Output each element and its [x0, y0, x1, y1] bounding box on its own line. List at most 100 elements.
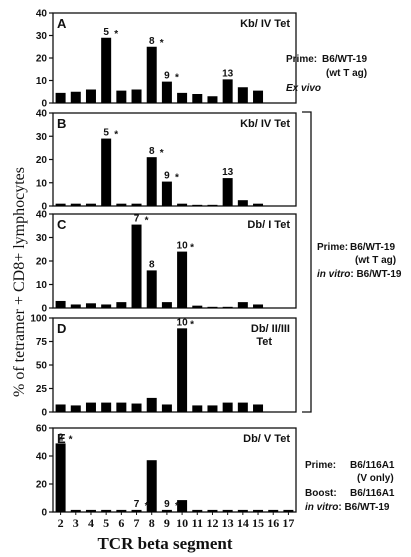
significance-star: * [175, 501, 179, 512]
bar-13 [222, 79, 233, 103]
bar-3 [70, 304, 81, 308]
bar-15 [253, 304, 264, 308]
bar-8 [146, 460, 157, 512]
data-label: 10 [177, 241, 189, 252]
x-tick-label: 9 [164, 516, 170, 530]
data-label: 9 [164, 71, 170, 82]
data-label: 13 [222, 167, 234, 178]
x-tick-label: 7 [134, 516, 140, 530]
bar-2 [55, 300, 66, 308]
panel-frame [52, 427, 297, 513]
data-label: 10 [177, 317, 189, 328]
bar-16 [268, 509, 279, 512]
note-a-prime-value: B6/WT-19 [322, 54, 367, 65]
significance-star: * [114, 29, 118, 40]
bar-14 [237, 87, 248, 103]
note-bcd-prime-label: Prime: [317, 242, 348, 253]
bar-8 [146, 46, 157, 103]
x-tick-label: 12 [206, 516, 218, 530]
x-tick-label: 11 [192, 516, 203, 530]
y-tick-label: 20 [36, 155, 48, 166]
bar-10 [177, 500, 188, 512]
data-label: 7 [134, 499, 140, 510]
bar-8 [146, 397, 157, 412]
bar-14 [237, 200, 248, 206]
data-label: 8 [149, 36, 155, 47]
significance-star: * [145, 501, 149, 512]
data-label: 9 [164, 171, 170, 182]
bar-6 [116, 203, 127, 206]
y-tick-label: 100 [30, 314, 47, 325]
x-tick-label: 17 [282, 516, 294, 530]
bar-11 [192, 509, 203, 512]
bar-3 [70, 509, 81, 512]
bar-5 [101, 37, 112, 103]
bar-6 [116, 402, 127, 412]
y-tick-label: 30 [36, 132, 48, 143]
bar-17 [283, 509, 294, 512]
note-bcd-invitro: in vitro: B6/WT-19 [317, 269, 402, 280]
note-bcd-invitro-label: in vitro [317, 269, 350, 280]
bar-10 [177, 328, 188, 412]
bar-2 [55, 404, 66, 412]
bar-12 [207, 405, 218, 412]
bar-6 [116, 90, 127, 103]
y-tick-label: 0 [41, 99, 47, 110]
bar-10 [177, 92, 188, 103]
bar-9 [161, 181, 172, 206]
data-label: 2 [58, 432, 64, 443]
bar-15 [253, 203, 264, 206]
significance-star: * [145, 216, 149, 227]
panel-letter: E [57, 431, 66, 446]
note-e-prime-label: Prime: [305, 460, 336, 471]
x-tick-label: 13 [222, 516, 234, 530]
panel-letter: D [57, 321, 66, 336]
x-tick-label: 4 [88, 516, 94, 530]
bar-11 [192, 305, 203, 308]
panel-title: Kb/ IV Tet [240, 118, 290, 130]
bar-2 [55, 92, 66, 103]
bar-2 [55, 443, 66, 512]
bar-7 [131, 203, 142, 206]
data-label: 5 [103, 27, 109, 38]
bar-8 [146, 157, 157, 206]
y-tick-label: 10 [36, 280, 48, 291]
y-tick-label: 10 [36, 76, 48, 87]
note-bcd-sub: (wt T ag) [355, 255, 396, 266]
significance-star: * [160, 148, 164, 159]
y-tick-label: 30 [36, 31, 48, 42]
y-tick-label: 50 [36, 361, 48, 372]
bar-8 [146, 270, 157, 308]
x-axis-label: TCR beta segment [97, 534, 232, 553]
bar-5 [101, 138, 112, 206]
note-panel-bcd: Prime: B6/WT-19 (wt T ag) in vitro: B6/W… [317, 242, 402, 280]
bar-3 [70, 91, 81, 103]
y-tick-label: 20 [36, 257, 48, 268]
data-label: 8 [149, 259, 155, 270]
y-tick-label: 40 [36, 109, 48, 120]
bar-4 [85, 303, 96, 308]
y-tick-label: 0 [41, 408, 47, 419]
x-tick-label: 10 [176, 516, 188, 530]
significance-star: * [160, 38, 164, 49]
bar-4 [85, 509, 96, 512]
bar-5 [101, 402, 112, 412]
panel-letter: C [57, 217, 67, 232]
panel-title-line2: Tet [256, 336, 272, 348]
data-label: 7 [134, 214, 140, 225]
y-tick-label: 20 [36, 480, 48, 491]
bar-12 [207, 96, 218, 103]
panel-title: Db/ V Tet [243, 433, 290, 445]
panel-b: 0 10 20 30 40 B Kb/ IV Tet 5 * 8 * 9 * 13 [36, 109, 297, 213]
note-e-prime-value: B6/116A1 [350, 460, 395, 471]
bar-5 [101, 304, 112, 308]
y-tick-label: 20 [36, 54, 48, 65]
bar-7 [131, 224, 142, 308]
significance-star: * [190, 243, 194, 254]
bar-12 [207, 509, 218, 512]
bar-11 [192, 405, 203, 412]
bar-13 [222, 402, 233, 412]
panel-letter: B [57, 116, 66, 131]
